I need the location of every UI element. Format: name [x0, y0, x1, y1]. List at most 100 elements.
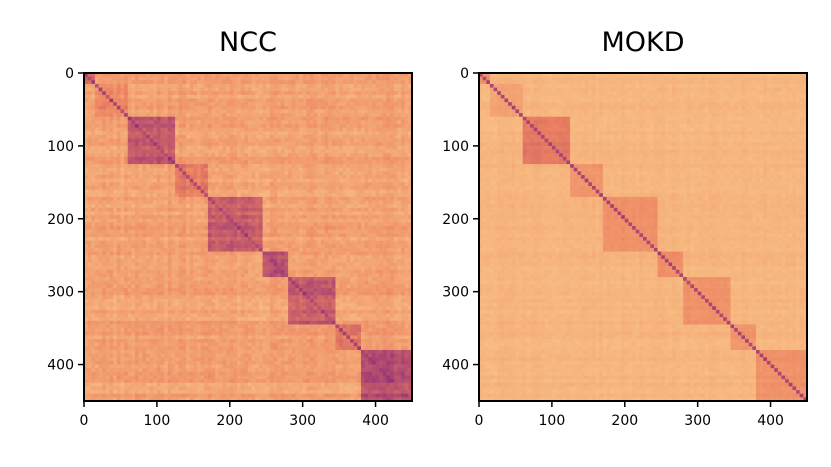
heatmap-cell — [288, 262, 293, 267]
heatmap-cell — [91, 258, 96, 263]
heatmap-cell — [167, 149, 172, 154]
heatmap-cell — [306, 102, 311, 107]
heatmap-cell — [404, 124, 409, 129]
heatmap-cell — [309, 255, 314, 260]
heatmap-cell — [386, 262, 391, 267]
heatmap-cell — [386, 237, 391, 242]
heatmap-cell — [116, 258, 121, 263]
heatmap-cell — [116, 262, 121, 267]
heatmap-cell — [153, 113, 158, 118]
heatmap-cell — [255, 91, 260, 96]
heatmap-cell — [382, 215, 387, 220]
heatmap-cell — [288, 258, 293, 263]
heatmap-cell — [237, 269, 242, 274]
heatmap-cell — [175, 182, 180, 187]
heatmap-cell — [375, 83, 380, 88]
heatmap-cell — [288, 240, 293, 245]
heatmap-cell — [233, 153, 238, 158]
heatmap-cell — [149, 80, 154, 85]
heatmap-cell — [360, 73, 366, 78]
heatmap-cell — [295, 87, 300, 92]
heatmap-cell — [302, 229, 307, 234]
heatmap-cell — [98, 87, 103, 92]
heatmap-cell — [200, 134, 205, 139]
heatmap-cell — [382, 164, 387, 169]
heatmap-cell — [309, 164, 314, 169]
heatmap-cell — [266, 156, 271, 161]
heatmap-cell — [84, 273, 89, 278]
heatmap-cell — [116, 178, 121, 183]
heatmap-cell — [211, 200, 216, 205]
heatmap-cell — [360, 222, 366, 227]
heatmap-cell — [131, 218, 136, 223]
heatmap-cell — [156, 127, 161, 132]
heatmap-cell — [215, 185, 220, 191]
heatmap-cell — [87, 134, 92, 139]
heatmap-cell — [309, 127, 314, 132]
heatmap-cell — [284, 240, 289, 245]
heatmap-cell — [248, 204, 253, 209]
heatmap-cell — [226, 218, 231, 223]
heatmap-cell — [386, 102, 391, 107]
heatmap-cell — [193, 215, 198, 220]
heatmap-cell — [233, 211, 238, 216]
heatmap-cell — [364, 251, 369, 256]
heatmap-cell — [215, 134, 220, 139]
heatmap-cell — [189, 120, 194, 125]
heatmap-cell — [360, 164, 366, 169]
heatmap-cell — [160, 109, 165, 114]
heatmap-cell — [233, 237, 238, 242]
heatmap-cell — [138, 76, 143, 81]
heatmap-cell — [164, 149, 169, 154]
heatmap-cell — [390, 200, 395, 205]
heatmap-cell — [226, 182, 231, 187]
heatmap-cell — [193, 255, 198, 260]
heatmap-cell — [145, 153, 150, 158]
heatmap-cell — [262, 127, 267, 132]
heatmap-cell — [379, 240, 384, 245]
heatmap-cell — [218, 237, 223, 242]
heatmap-cell — [255, 142, 260, 147]
heatmap-cell — [138, 80, 143, 85]
heatmap-cell — [404, 204, 409, 209]
heatmap-cell — [390, 145, 395, 150]
heatmap-cell — [331, 98, 336, 103]
heatmap-cell — [258, 76, 263, 81]
heatmap-cell — [273, 87, 278, 92]
heatmap-cell — [375, 218, 380, 223]
heatmap-cell — [167, 240, 172, 245]
heatmap-cell — [226, 156, 231, 161]
heatmap-cell — [331, 142, 336, 147]
heatmap-cell — [346, 222, 351, 227]
heatmap-cell — [328, 262, 333, 267]
heatmap-cell — [324, 175, 329, 180]
heatmap-cell — [393, 240, 398, 245]
heatmap-cell — [324, 127, 329, 132]
heatmap-cell — [244, 207, 249, 212]
heatmap-cell — [335, 145, 340, 150]
heatmap-cell — [364, 182, 369, 187]
heatmap-cell — [215, 167, 220, 172]
heatmap-cell — [251, 266, 256, 271]
heatmap-cell — [127, 171, 132, 176]
heatmap-cell — [182, 258, 187, 263]
heatmap-cell — [138, 251, 143, 256]
heatmap-cell — [248, 211, 253, 216]
heatmap-cell — [350, 127, 355, 132]
heatmap-cell — [364, 98, 369, 103]
heatmap-cell — [288, 80, 293, 85]
heatmap-cell — [138, 120, 143, 125]
heatmap-cell — [127, 218, 132, 223]
heatmap-cell — [196, 171, 202, 176]
heatmap-cell — [360, 145, 366, 150]
heatmap-cell — [255, 258, 260, 263]
heatmap-cell — [204, 262, 209, 267]
heatmap-cell — [382, 193, 387, 198]
heatmap-cell — [131, 124, 136, 129]
heatmap-cell — [178, 131, 183, 136]
heatmap-cell — [313, 138, 318, 143]
heatmap-cell — [182, 237, 187, 242]
heatmap-cell — [360, 102, 366, 107]
heatmap-cell — [251, 262, 256, 267]
heatmap-cell — [255, 222, 260, 227]
